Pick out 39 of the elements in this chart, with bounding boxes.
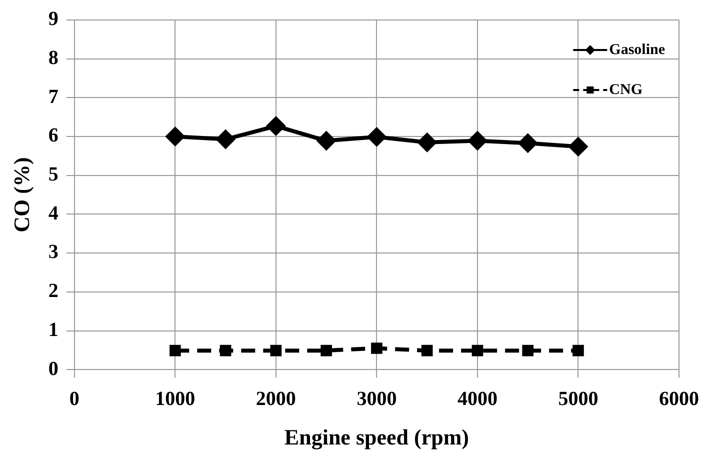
y-tick-label: 6 [48,124,58,147]
y-tick-label: 8 [48,47,58,70]
y-axis-title: CO (%) [8,157,34,232]
point [572,344,584,356]
legend-label: CNG [609,82,643,98]
point [371,342,382,354]
x-tick-label: 3000 [356,388,397,410]
point [417,132,438,152]
point [421,344,433,356]
point [270,344,282,356]
legend-label: Gasoline [609,42,666,58]
x-tick-label: 2000 [256,388,296,410]
x-tick-label: 6000 [659,388,699,410]
x-tick-label: 0 [69,388,80,410]
y-tick-label: 0 [48,358,58,380]
y-tick-label: 7 [48,86,58,108]
point [467,130,488,151]
point [472,344,484,356]
x-axis-title: Engine speed (rpm) [284,424,469,450]
point [320,344,332,356]
y-tick-label: 2 [48,280,58,302]
y-tick-label: 3 [48,241,58,264]
y-tick-label: 5 [48,164,58,186]
point [522,344,534,356]
point [220,344,232,356]
x-tick-label: 5000 [558,388,598,410]
point [165,126,186,147]
point [518,133,538,154]
y-tick-label: 1 [48,318,58,341]
y-tick-label: 9 [48,8,58,30]
x-tick-label: 1000 [155,388,196,410]
x-tick-label: 4000 [457,388,498,410]
point [266,116,286,136]
point [366,126,387,147]
point [568,136,588,157]
point [216,129,236,150]
y-tick-label: 4 [48,202,58,224]
point [170,344,181,356]
point [316,130,336,151]
